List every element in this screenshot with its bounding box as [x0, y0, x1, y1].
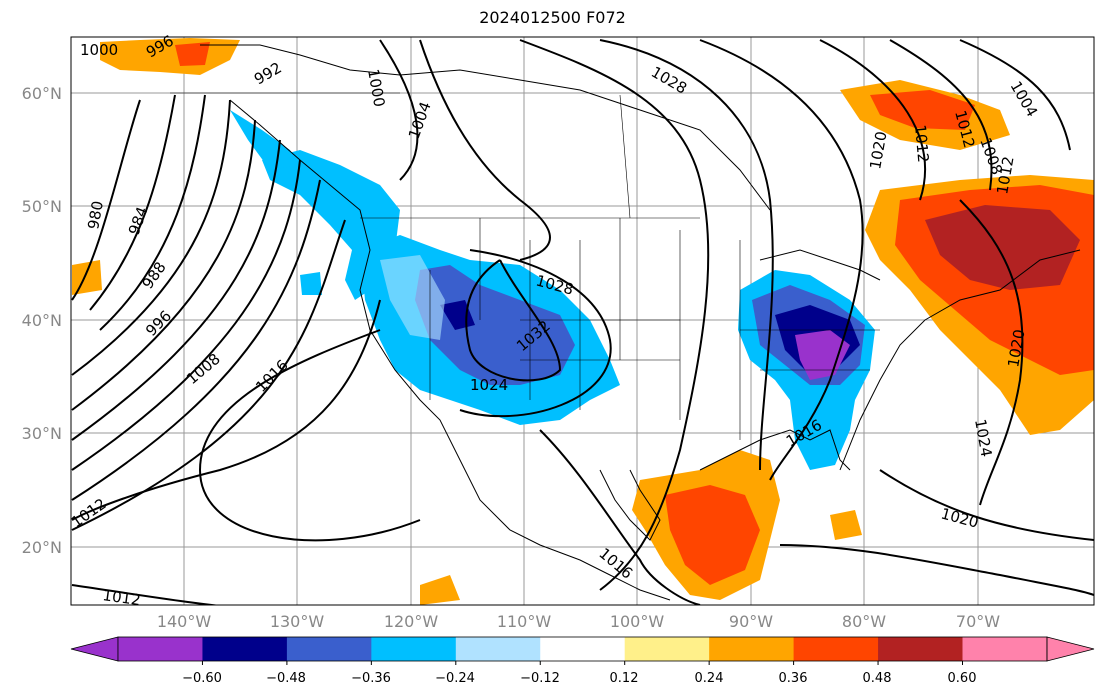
- isobar-label: 1012: [101, 586, 141, 609]
- colorbar-segment: [202, 637, 288, 661]
- colorbar-tick: 0.60: [948, 671, 977, 686]
- colorbar-segment: [878, 637, 963, 661]
- lon-label-70: 70°W: [956, 612, 1000, 631]
- colorbar-extend-high: [1046, 636, 1095, 662]
- lon-label-110: 110°W: [497, 612, 552, 631]
- lat-label-50: 50°N: [22, 197, 62, 216]
- colorbar-segment: [709, 637, 795, 661]
- map-frame: [70, 36, 1095, 606]
- colorbar-tick: −0.36: [351, 671, 391, 686]
- lat-label-40: 40°N: [22, 311, 62, 330]
- lon-label-130: 130°W: [270, 612, 325, 631]
- coastlines: [200, 44, 1081, 601]
- isobar-label: 1024: [470, 376, 508, 394]
- colorbar-tick: −0.48: [266, 671, 306, 686]
- colorbar-tick: 0.36: [779, 671, 808, 686]
- colorbar-segment: [118, 637, 203, 661]
- colorbar-outline: [117, 636, 1048, 662]
- colorbar-tick: −0.60: [182, 671, 222, 686]
- colorbar-segment: [540, 637, 626, 661]
- lat-label-60: 60°N: [22, 84, 62, 103]
- colorbar-ticks: −0.60 −0.48 −0.36 −0.24 −0.12 0.12 0.24 …: [182, 671, 976, 686]
- colorbar-segment: [286, 637, 372, 661]
- isobar-label: 1000: [80, 41, 118, 59]
- colorbar-tick: 0.24: [695, 671, 724, 686]
- isobar-label: 980: [84, 199, 107, 230]
- isobar-label: 1012: [911, 124, 932, 164]
- colorbar-segment: [624, 637, 710, 661]
- colorbar-tick: −0.24: [435, 671, 475, 686]
- lon-label-100: 100°W: [610, 612, 665, 631]
- colorbar-segment: [962, 637, 1048, 661]
- lon-label-120: 120°W: [384, 612, 439, 631]
- longitude-labels: 140°W 130°W 120°W 110°W 100°W 90°W 80°W …: [157, 612, 1000, 631]
- colorbar-segment: [793, 637, 879, 661]
- colorbar-segment: [371, 637, 457, 661]
- colorbar-segment: [455, 637, 541, 661]
- lon-label-140: 140°W: [157, 612, 212, 631]
- latitude-labels: 60°N 50°N 40°N 30°N 20°N: [22, 84, 62, 557]
- lat-label-30: 30°N: [22, 424, 62, 443]
- colorbar: [70, 636, 1095, 665]
- borders: [170, 92, 880, 440]
- colorbar-tick: −0.12: [520, 671, 560, 686]
- colorbar-tick: 0.12: [610, 671, 639, 686]
- lat-label-20: 20°N: [22, 538, 62, 557]
- colorbar-tick: 0.48: [863, 671, 892, 686]
- lon-label-90: 90°W: [729, 612, 773, 631]
- colorbar-extend-low: [70, 636, 119, 662]
- isobars: [71, 39, 1094, 605]
- anomaly-shading: [72, 38, 1094, 605]
- map-title: 2024012500 F072: [479, 8, 626, 27]
- lon-label-80: 80°W: [842, 612, 886, 631]
